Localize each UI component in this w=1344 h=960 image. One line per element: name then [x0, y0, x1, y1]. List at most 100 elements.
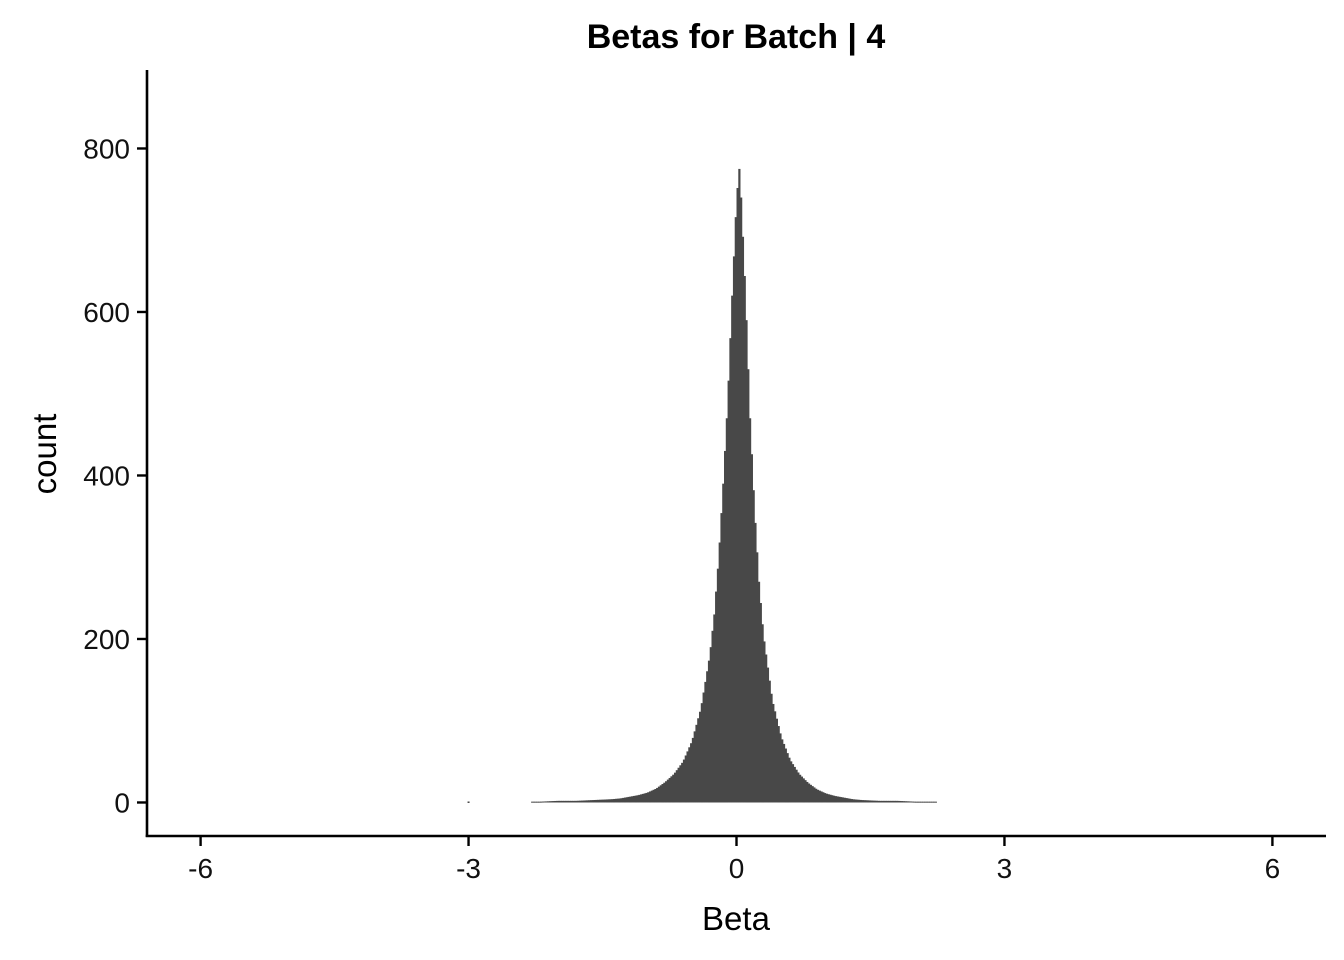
histogram-bar — [734, 217, 737, 803]
histogram-bar — [581, 800, 584, 803]
y-tick-label: 400 — [83, 460, 130, 491]
histogram-bar — [727, 380, 730, 803]
histogram-bar — [582, 800, 586, 803]
histogram-bar — [827, 794, 830, 803]
histogram-bar — [840, 797, 843, 803]
histogram-bar — [707, 660, 711, 803]
histogram-bar — [849, 798, 852, 803]
histogram-bar — [561, 800, 564, 803]
histogram-bar — [906, 801, 909, 803]
histogram-bar — [824, 793, 827, 803]
histogram-bar — [743, 276, 746, 803]
histogram-bar — [911, 801, 914, 803]
histogram-bar — [673, 772, 677, 803]
histogram-bar — [820, 791, 823, 803]
histogram-bar — [852, 799, 855, 803]
histogram-bar — [695, 724, 698, 803]
histogram-bar — [620, 798, 623, 803]
histogram-bar — [631, 796, 634, 803]
histogram-bar — [874, 800, 877, 803]
histogram-bar — [541, 801, 544, 803]
histogram-bar — [779, 733, 782, 803]
histogram-bar — [634, 795, 637, 803]
histogram-bar — [584, 800, 587, 803]
histogram-bar — [652, 789, 655, 803]
histogram-bar — [920, 801, 923, 803]
histogram-bar — [715, 591, 718, 803]
histogram-bar — [641, 793, 645, 803]
histogram-bar — [879, 800, 882, 803]
histogram-bar — [570, 800, 573, 803]
histogram-bar — [927, 801, 930, 803]
histogram-bar — [807, 783, 811, 803]
histogram-bar — [691, 737, 695, 803]
histogram-bar — [604, 799, 607, 803]
histogram-bar — [632, 795, 636, 803]
histogram-bar — [761, 624, 764, 803]
histogram-bar — [650, 790, 653, 803]
y-axis-label: count — [26, 414, 63, 495]
histogram-bar — [757, 581, 761, 803]
histogram-bar — [702, 692, 705, 803]
histogram-bar — [623, 797, 627, 803]
y-tick-label: 0 — [114, 787, 130, 818]
histogram-bar — [788, 757, 791, 803]
histogram-bar — [732, 256, 736, 803]
histogram-bar — [572, 800, 575, 803]
histogram-bar — [752, 490, 755, 803]
histogram-bar — [929, 801, 932, 803]
histogram-bar — [656, 787, 659, 803]
histogram-bar — [611, 799, 614, 803]
histogram-bar — [759, 603, 762, 803]
histogram-bar — [697, 718, 700, 803]
histogram-bar — [616, 798, 619, 803]
histogram-bar — [681, 762, 684, 803]
histogram-bar — [811, 786, 814, 803]
histogram-bar — [872, 800, 875, 803]
histogram-bar — [573, 800, 577, 803]
histogram-bar — [845, 798, 848, 803]
x-axis-ticks: -6 -3 0 3 6 — [188, 836, 1280, 884]
histogram-bar — [693, 731, 696, 803]
histogram-bar — [800, 776, 803, 803]
histogram-bar — [716, 568, 720, 803]
histogram-bar — [899, 800, 902, 803]
histogram-bar — [933, 801, 936, 803]
histogram-bar — [700, 703, 703, 803]
histogram-bar — [884, 800, 887, 803]
histogram-bar — [684, 755, 687, 803]
histogram-bar — [890, 800, 893, 803]
histogram-bar — [922, 801, 925, 803]
histogram-bar — [865, 800, 868, 803]
histogram-bar — [736, 187, 739, 803]
histogram-bar — [756, 552, 759, 803]
histogram-bar — [806, 781, 809, 803]
histogram-bar — [534, 801, 537, 803]
histogram-bar — [902, 801, 905, 803]
histogram-bar — [618, 798, 621, 803]
histogram-bar — [747, 369, 750, 803]
histogram-bar — [550, 801, 553, 803]
histogram-bar — [881, 800, 884, 803]
histogram-bar — [591, 800, 594, 803]
histogram-bar — [531, 801, 534, 803]
histogram-bar — [768, 680, 771, 803]
histogram-bar — [545, 801, 548, 803]
histogram-bar — [850, 799, 854, 803]
histogram-bar — [831, 795, 834, 803]
histogram-bar — [793, 766, 796, 803]
histogram-bar — [882, 800, 886, 803]
y-tick-label: 800 — [83, 133, 130, 164]
histogram-bar — [538, 801, 541, 803]
histogram-bar — [797, 772, 800, 803]
histogram-bar — [868, 800, 871, 803]
histogram-bar — [863, 800, 866, 803]
histogram-bar — [754, 522, 757, 803]
histogram-bar — [532, 801, 536, 803]
histogram-bar — [859, 799, 862, 803]
histogram-bar — [540, 801, 543, 803]
histogram-bar — [772, 703, 775, 803]
histogram-bar — [775, 718, 778, 803]
histogram-bar — [861, 800, 864, 803]
histogram-bar — [629, 796, 632, 803]
